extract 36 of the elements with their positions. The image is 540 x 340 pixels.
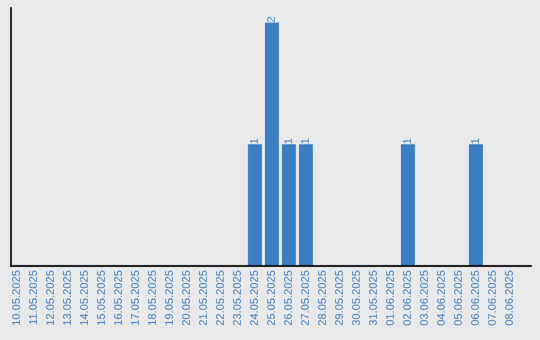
data-label: 1 <box>301 138 309 144</box>
data-label: 1 <box>471 138 479 144</box>
x-tick-label: 14.05.2025 <box>80 270 88 325</box>
x-tick-label: 30.05.2025 <box>352 270 360 326</box>
x-tick-label: 10.05.2025 <box>12 270 20 325</box>
x-tick-label: 22.05.2025 <box>216 270 224 326</box>
x-tick-label: 03.06.2025 <box>420 270 428 326</box>
x-tick-label: 02.06.2025 <box>403 270 411 326</box>
x-tick-label: 20.05.2025 <box>182 270 190 326</box>
x-tick-label: 06.06.2025 <box>471 270 479 326</box>
x-tick-label: 29.05.2025 <box>335 270 343 326</box>
x-tick-label: 23.05.2025 <box>233 270 241 326</box>
x-tick-label: 15.05.2025 <box>97 270 105 325</box>
x-tick-label: 31.05.2025 <box>369 270 377 326</box>
x-tick-label: 11.05.2025 <box>29 270 37 324</box>
x-tick-label: 28.05.2025 <box>318 270 326 326</box>
x-tick-label: 26.05.2025 <box>284 270 292 326</box>
x-tick-label: 16.05.2025 <box>114 270 122 325</box>
x-tick-label: 04.06.2025 <box>437 270 445 326</box>
x-tick-label: 18.05.2025 <box>148 270 156 325</box>
x-tick-label: 07.06.2025 <box>488 270 496 326</box>
x-tick-label: 01.06.2025 <box>386 270 394 326</box>
x-tick-label: 19.05.2025 <box>165 270 173 325</box>
x-tick-label: 21.05.2025 <box>199 270 207 326</box>
x-tick-label: 08.06.2025 <box>505 270 513 326</box>
x-tick-label: 12.05.2025 <box>46 270 54 325</box>
data-label: 2 <box>267 16 275 22</box>
x-tick-label: 27.05.2025 <box>301 270 309 326</box>
data-label: 1 <box>250 138 258 144</box>
x-tick-label: 13.05.2025 <box>63 270 71 325</box>
data-label: 1 <box>284 138 292 144</box>
x-tick-label: 05.06.2025 <box>454 270 462 326</box>
data-label: 1 <box>403 138 411 144</box>
x-tick-label: 24.05.2025 <box>250 270 258 326</box>
x-tick-label: 25.05.2025 <box>267 270 275 326</box>
x-tick-label: 17.05.2025 <box>131 270 139 325</box>
